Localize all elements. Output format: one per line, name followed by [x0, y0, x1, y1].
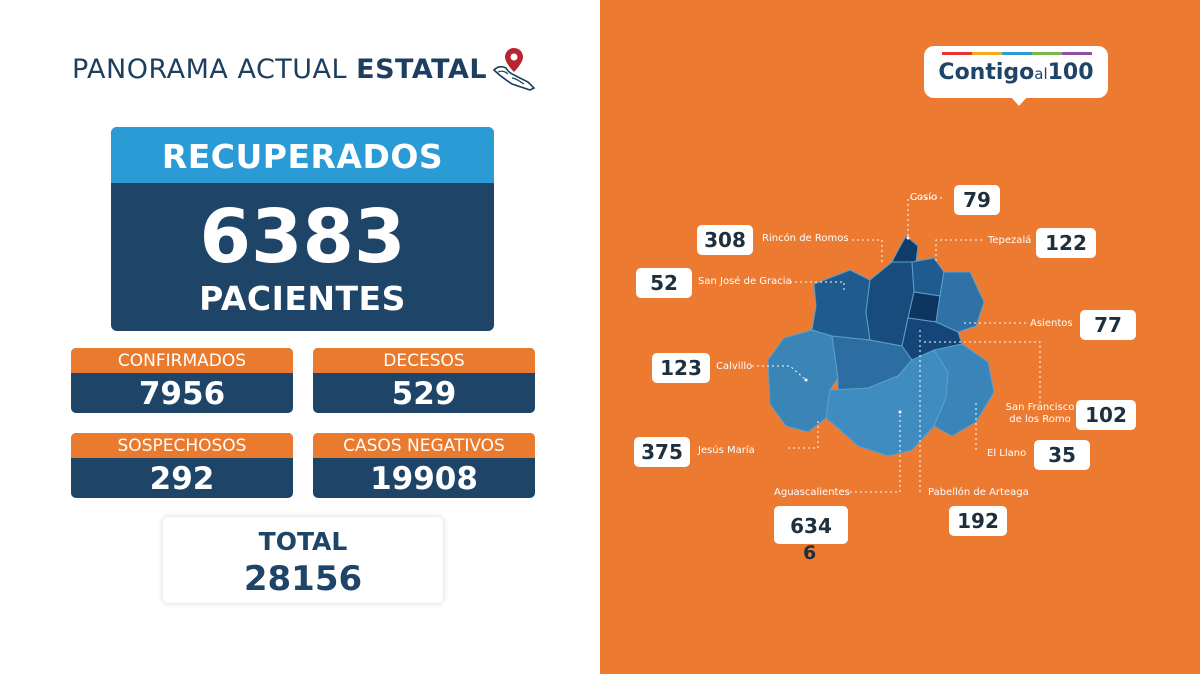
- leader-rincon: [852, 239, 883, 262]
- leader-sanfrancisco: [924, 341, 1041, 405]
- value-pabellon: 192: [949, 506, 1007, 536]
- logo-text-num: 100: [1047, 60, 1094, 85]
- leader-dot-1: [906, 236, 910, 240]
- label-rincon: Rincón de Romos: [762, 233, 849, 244]
- deaths-label: DECESOS: [313, 348, 535, 373]
- label-sanfrancisco: San Francisco de los Romo: [1005, 402, 1075, 425]
- logo-tail: [1010, 96, 1028, 106]
- deaths-value: 529: [391, 376, 457, 412]
- map-region-pabellon: [907, 291, 941, 323]
- confirmed-value: 7956: [138, 376, 226, 412]
- title-bold: ESTATAL: [356, 54, 488, 85]
- label-aguascalientes: Aguascalientes: [774, 487, 850, 498]
- value-jesusmaria: 375: [634, 437, 690, 467]
- recovered-value: 6383: [199, 194, 406, 280]
- logo-bar-2: [972, 52, 1002, 55]
- negative-card: CASOS NEGATIVOS 19908: [313, 433, 535, 498]
- leader-cosio: [907, 197, 942, 238]
- label-elllano: El Llano: [987, 448, 1027, 459]
- value-calvillo: 123: [652, 353, 710, 383]
- leader-dot-3: [898, 410, 902, 414]
- value-asientos: 77: [1080, 310, 1136, 340]
- label-calvillo: Calvillo: [716, 361, 753, 372]
- map-region-asientos: [935, 271, 985, 333]
- confirmed-card: CONFIRMADOS 7956: [71, 348, 293, 413]
- left-panel: PANORAMA ACTUAL ESTATAL RECUPERADOS 6383…: [71, 48, 536, 603]
- map-region-cosio: [891, 235, 919, 263]
- logo-bar-4: [1032, 52, 1062, 55]
- suspected-card: SOSPECHOSOS 292: [71, 433, 293, 498]
- label-sanjose: San José de Gracia: [698, 276, 792, 287]
- total-label: TOTAL: [258, 527, 348, 556]
- contigo-logo: Contigoal100: [924, 46, 1108, 98]
- logo-bar-5: [1062, 52, 1092, 55]
- leader-jesusmaria: [788, 420, 819, 449]
- logo-text: Contigoal100: [924, 60, 1108, 85]
- label-asientos: Asientos: [1030, 318, 1073, 329]
- label-pabellon: Pabellón de Arteaga: [928, 487, 1029, 498]
- leader-aguascalientes: [850, 412, 901, 493]
- deaths-card: DECESOS 529: [313, 348, 535, 413]
- value-elllano: 35: [1034, 440, 1090, 470]
- logo-bar-1: [942, 52, 972, 55]
- mexico-map-pin-icon: [492, 48, 536, 91]
- confirmed-label: CONFIRMADOS: [71, 348, 293, 373]
- logo-bar-3: [1002, 52, 1032, 55]
- value-sanjose: 52: [636, 268, 692, 298]
- leader-dot-2: [804, 378, 808, 382]
- recovered-card: RECUPERADOS 6383 PACIENTES: [111, 127, 494, 331]
- total-card: TOTAL 28156: [163, 517, 443, 603]
- map-region-el-llano: [933, 343, 995, 437]
- value-rincon: 308: [697, 225, 753, 255]
- negative-value: 19908: [370, 461, 478, 497]
- value-aguascalientes-extra: 6: [803, 542, 817, 564]
- map-region-tepezala: [911, 257, 945, 297]
- map-region-sanfrancisco: [901, 317, 963, 361]
- leader-tepezala: [935, 239, 982, 262]
- recovered-unit: PACIENTES: [199, 279, 406, 318]
- map-region-san-jose: [811, 269, 871, 341]
- label-cosio: Cosío: [910, 192, 938, 203]
- suspected-value: 292: [149, 461, 215, 497]
- negative-label: CASOS NEGATIVOS: [313, 433, 535, 458]
- suspected-label: SOSPECHOSOS: [71, 433, 293, 458]
- logo-text-small: al: [1034, 65, 1048, 83]
- value-aguascalientes: 634: [774, 506, 848, 544]
- label-tepezala: Tepezalá: [988, 235, 1032, 246]
- label-jesusmaria: Jesús María: [698, 445, 755, 456]
- logo-text-main: Contigo: [938, 60, 1035, 85]
- total-value: 28156: [243, 559, 363, 599]
- page-title: PANORAMA ACTUAL ESTATAL: [72, 54, 487, 85]
- title-regular: PANORAMA ACTUAL: [72, 54, 357, 85]
- value-cosio: 79: [954, 185, 1000, 215]
- value-tepezala: 122: [1036, 228, 1096, 258]
- value-sanfrancisco: 102: [1076, 400, 1136, 430]
- recovered-label: RECUPERADOS: [111, 127, 494, 183]
